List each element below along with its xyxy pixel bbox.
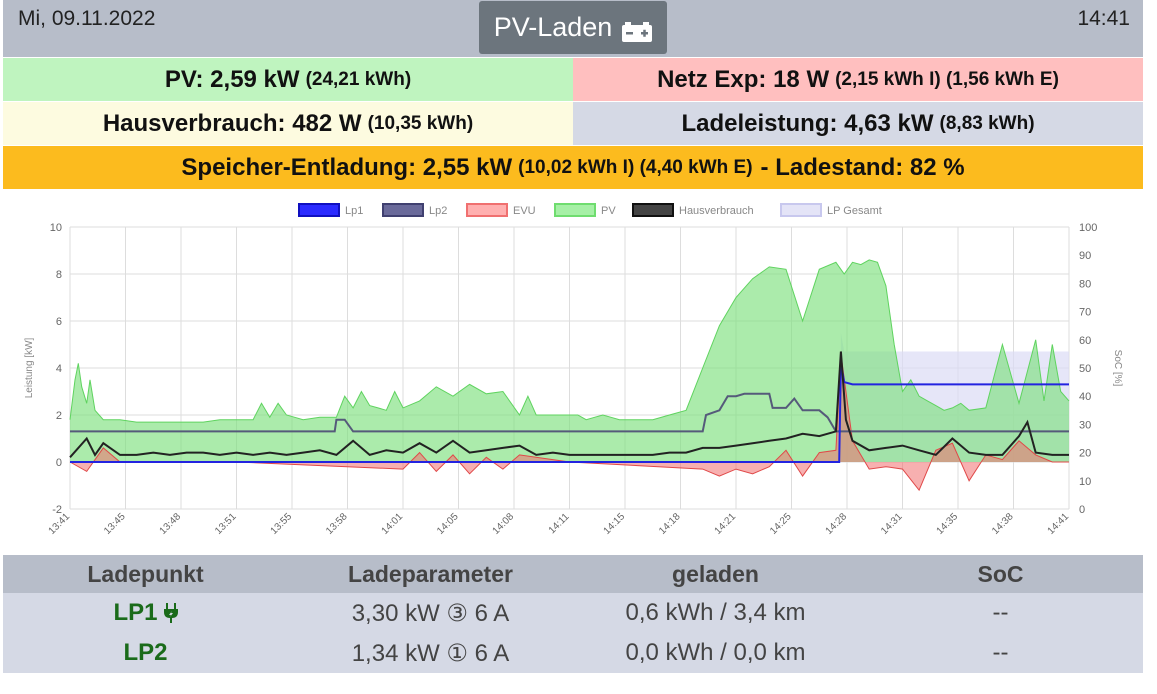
x-tick-label: 13:48 [158, 511, 184, 537]
lp1-name-cell[interactable]: LP1 [113, 599, 178, 627]
x-tick-label: 13:45 [102, 511, 128, 537]
y-tick-label: -2 [52, 504, 62, 516]
charging-summary: Ladeleistung: 4,63 kW (8,83 kWh) [573, 102, 1143, 145]
y2-tick-label: 70 [1079, 307, 1091, 319]
y2-tick-label: 20 [1079, 448, 1091, 460]
grid-summary: Netz Exp: 18 W (2,15 kWh I) (1,56 kWh E) [573, 58, 1143, 101]
series-evu-line [69, 353, 1069, 492]
x-tick-label: 14:15 [602, 511, 628, 537]
x-tick-label: 14:25 [768, 511, 794, 537]
y-tick-label: 4 [56, 363, 62, 375]
x-tick-label: 14:11 [547, 511, 572, 536]
col-header-ladepunkt: Ladepunkt [87, 560, 204, 587]
charging-power: Ladeleistung: 4,63 kW [681, 109, 934, 137]
lp2-name: LP2 [123, 639, 168, 666]
y-tick-label: 0 [56, 457, 62, 469]
col-header-ladeparameter: Ladeparameter [348, 560, 513, 587]
lp1-charged: 0,6 kWh / 3,4 km [625, 599, 806, 626]
date-label: Mi, 09.11.2022 [18, 7, 156, 30]
lp2-charged: 0,0 kWh / 0,0 km [625, 639, 806, 666]
y2-tick-label: 0 [1079, 504, 1085, 516]
grid-power: Netz Exp: 18 W [657, 65, 830, 93]
y-tick-label: 6 [56, 316, 62, 328]
charge-points-table: Ladepunkt Ladeparameter geladen SoC LP1 … [3, 555, 1143, 673]
storage-power: Speicher-Entladung: 2,55 kW [181, 153, 513, 181]
y2-tick-label: 90 [1079, 250, 1091, 262]
storage-energy: (10,02 kWh I) (4,40 kWh E) [518, 156, 753, 178]
lp1-param: 3,30 kW ③ 6 A [351, 599, 510, 627]
col-header-geladen: geladen [672, 560, 759, 587]
col-header-soc: SoC [977, 560, 1024, 587]
charge-mode-button[interactable]: PV-Laden [479, 1, 667, 54]
plug-icon [163, 603, 178, 623]
x-tick-label: 14:18 [657, 511, 683, 537]
table-row-lp1[interactable]: LP1 3,30 kW ③ 6 A 0,6 kWh / 3,4 km -- [3, 593, 1143, 633]
x-tick-label: 13:58 [324, 511, 350, 537]
grid-energy: (2,15 kWh I) (1,56 kWh E) [835, 68, 1059, 90]
lp1-name: LP1 [113, 599, 158, 626]
lp2-soc: -- [992, 639, 1009, 666]
series-hausverbrauch-line [69, 351, 1069, 458]
legend-label: Lp1 [345, 205, 363, 217]
x-tick-label: 14:38 [990, 511, 1016, 537]
legend-label: PV [601, 205, 616, 217]
legend-label: Hausverbrauch [679, 205, 754, 217]
y2-tick-label: 60 [1079, 335, 1091, 347]
x-tick-label: 14:35 [935, 511, 961, 537]
storage-soc: - Ladestand: 82 % [760, 153, 965, 181]
pv-energy: (24,21 kWh) [305, 68, 412, 90]
power-chart-svg: 13:41 13:45 13:48 13:51 13:55 13:58 14:01 14:05… [24, 203, 1123, 537]
y2-tick-label: 50 [1079, 363, 1091, 375]
legend-label: Lp2 [429, 205, 447, 217]
legend-label: EVU [513, 205, 536, 217]
y-tick-label: 2 [56, 410, 62, 422]
legend-swatch [466, 203, 508, 217]
battery-icon [622, 18, 653, 42]
legend-swatch [632, 203, 674, 217]
header-bar: Mi, 09.11.2022 PV-Laden 14:41 [3, 0, 1143, 57]
pv-power: PV: 2,59 kW [164, 65, 300, 93]
x-tick-label: 14:05 [435, 511, 461, 537]
y2-tick-label: 10 [1079, 476, 1091, 488]
x-tick-label: 14:08 [491, 511, 517, 537]
lp1-soc: -- [992, 599, 1009, 626]
x-tick-label: 14:21 [713, 511, 739, 537]
legend-label: LP Gesamt [827, 205, 882, 217]
legend-swatch [382, 203, 424, 217]
series-lp2-line [70, 392, 1069, 433]
pv-summary: PV: 2,59 kW (24,21 kWh) [3, 58, 573, 101]
storage-summary: Speicher-Entladung: 2,55 kW (10,02 kWh I… [3, 146, 1143, 189]
charging-energy: (8,83 kWh) [939, 112, 1035, 134]
x-tick-label: 14:31 [879, 511, 905, 537]
table-header: Ladepunkt Ladeparameter geladen SoC [3, 555, 1143, 593]
legend-swatch [298, 203, 340, 217]
y2-tick-label: 30 [1079, 419, 1091, 431]
time-label: 14:41 [1077, 7, 1130, 30]
legend-swatch [554, 203, 596, 217]
legend-swatch [780, 203, 822, 217]
table-row-lp2[interactable]: LP2 1,34 kW ① 6 A 0,0 kWh / 0,0 km -- [3, 633, 1143, 673]
y-axis-label: Leistung [kW] [24, 337, 35, 398]
house-energy: (10,35 kWh) [367, 112, 474, 134]
house-summary: Hausverbrauch: 482 W (10,35 kWh) [3, 102, 573, 145]
y2-tick-label: 100 [1079, 222, 1097, 234]
house-power: Hausverbrauch: 482 W [102, 109, 362, 137]
y-tick-label: 8 [56, 269, 62, 281]
y2-tick-label: 40 [1079, 391, 1091, 403]
x-tick-label: 14:41 [1046, 511, 1072, 537]
y2-tick-label: 80 [1079, 278, 1091, 290]
lp2-name-cell[interactable]: LP2 [123, 639, 167, 667]
charge-mode-label: PV-Laden [493, 12, 613, 42]
series-evu-area [70, 353, 1069, 491]
x-tick-label: 13:51 [213, 511, 239, 537]
lp2-param: 1,34 kW ① 6 A [351, 639, 510, 667]
y-tick-label: 10 [50, 222, 62, 234]
power-chart[interactable]: 13:41 13:45 13:48 13:51 13:55 13:58 14:01 14:05… [3, 196, 1143, 548]
x-tick-label: 14:01 [380, 511, 406, 537]
y2-axis-label: SoC [%] [1112, 350, 1123, 387]
x-tick-label: 13:55 [269, 511, 295, 537]
x-tick-label: 14:28 [824, 511, 850, 537]
